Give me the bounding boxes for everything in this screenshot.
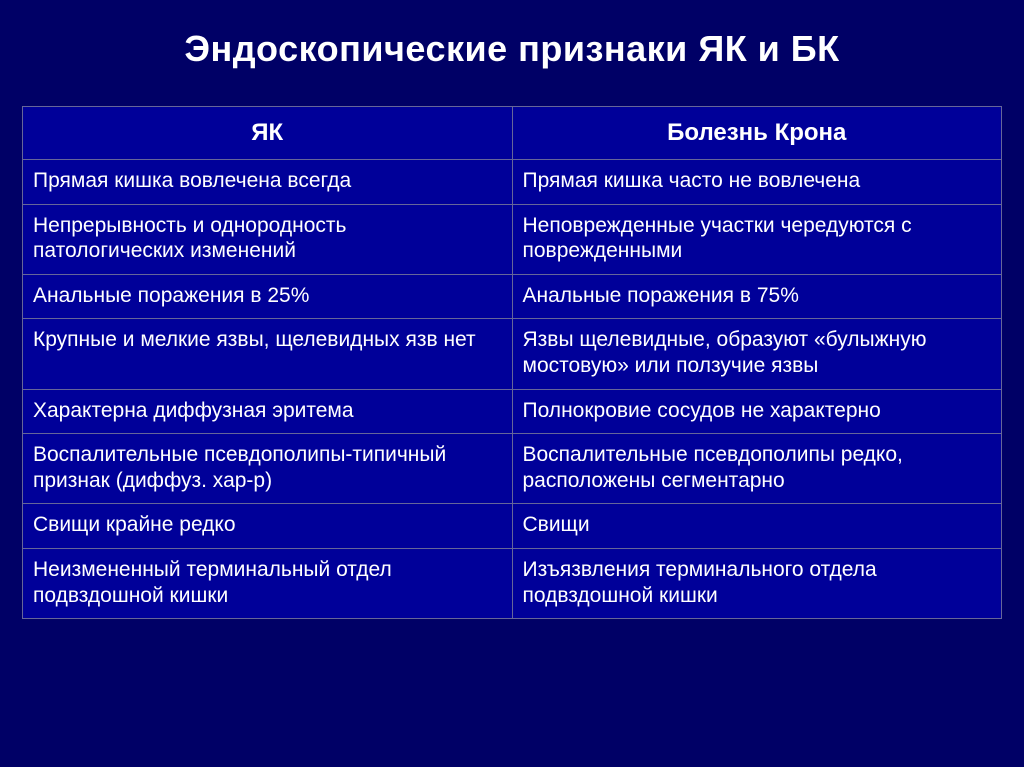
- slide-title: Эндоскопические признаки ЯК и БК: [22, 28, 1002, 70]
- cell-uc: Характерна диффузная эритема: [23, 389, 513, 434]
- table-row: Крупные и мелкие язвы, щелевидных язв не…: [23, 319, 1002, 389]
- cell-crohn: Язвы щелевидные, образуют «булыжную мост…: [512, 319, 1002, 389]
- cell-uc: Анальные поражения в 25%: [23, 274, 513, 319]
- cell-uc: Крупные и мелкие язвы, щелевидных язв не…: [23, 319, 513, 389]
- slide: Эндоскопические признаки ЯК и БК ЯК Боле…: [0, 0, 1024, 767]
- comparison-table: ЯК Болезнь Крона Прямая кишка вовлечена …: [22, 106, 1002, 619]
- cell-crohn: Неповрежденные участки чередуются с повр…: [512, 204, 1002, 274]
- col-header-uc: ЯК: [23, 107, 513, 160]
- table-header-row: ЯК Болезнь Крона: [23, 107, 1002, 160]
- cell-crohn: Изъязвления терминального отдела подвздо…: [512, 549, 1002, 619]
- col-header-crohn: Болезнь Крона: [512, 107, 1002, 160]
- cell-crohn: Прямая кишка часто не вовлечена: [512, 160, 1002, 205]
- table-row: Воспалительные псевдополипы-типичный при…: [23, 434, 1002, 504]
- cell-crohn: Воспалительные псевдополипы редко, распо…: [512, 434, 1002, 504]
- cell-uc: Непрерывность и однородность патологичес…: [23, 204, 513, 274]
- table-row: Характерна диффузная эритема Полнокровие…: [23, 389, 1002, 434]
- cell-uc: Свищи крайне редко: [23, 504, 513, 549]
- table-row: Прямая кишка вовлечена всегда Прямая киш…: [23, 160, 1002, 205]
- table-row: Свищи крайне редко Свищи: [23, 504, 1002, 549]
- cell-crohn: Анальные поражения в 75%: [512, 274, 1002, 319]
- table-row: Неизмененный терминальный отдел подвздош…: [23, 549, 1002, 619]
- cell-uc: Неизмененный терминальный отдел подвздош…: [23, 549, 513, 619]
- table-row: Анальные поражения в 25% Анальные пораже…: [23, 274, 1002, 319]
- cell-uc: Прямая кишка вовлечена всегда: [23, 160, 513, 205]
- cell-crohn: Полнокровие сосудов не характерно: [512, 389, 1002, 434]
- cell-crohn: Свищи: [512, 504, 1002, 549]
- table-row: Непрерывность и однородность патологичес…: [23, 204, 1002, 274]
- cell-uc: Воспалительные псевдополипы-типичный при…: [23, 434, 513, 504]
